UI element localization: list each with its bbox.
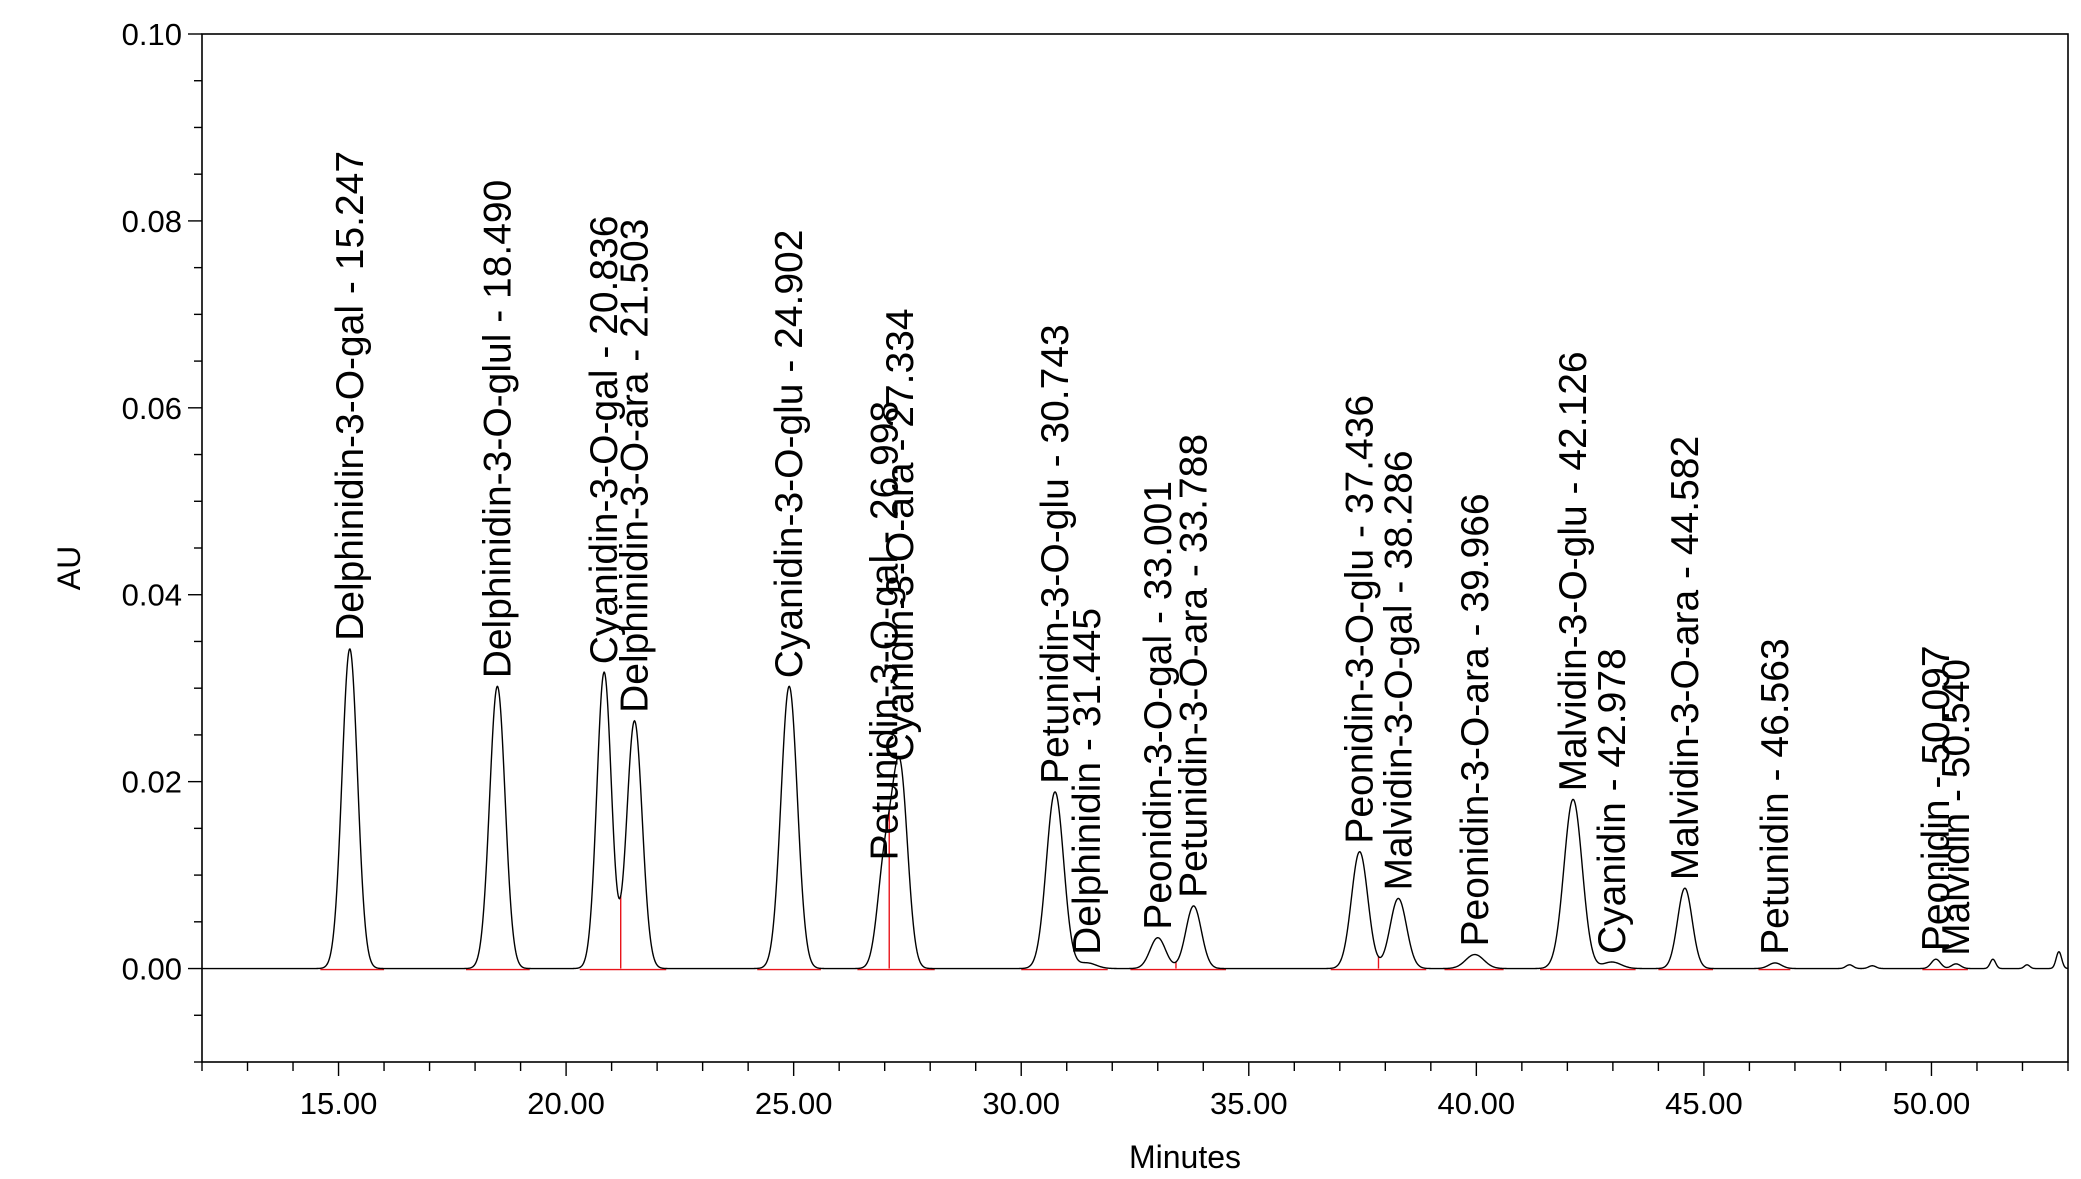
y-tick-label: 0.06 xyxy=(122,391,182,426)
peak-label: Delphinidin - 31.445 xyxy=(1066,608,1109,955)
y-tick-label: 0.04 xyxy=(122,578,182,613)
integration-baselines xyxy=(320,809,1968,971)
x-tick-label: 50.00 xyxy=(1893,1086,1971,1121)
peak-label: Petunidin - 46.563 xyxy=(1754,638,1797,955)
y-tick-label: 0.00 xyxy=(122,952,182,987)
peak-label: Malvidin-3-O-glu - 42.126 xyxy=(1552,351,1595,791)
y-tick-label: 0.10 xyxy=(122,17,182,52)
peak-label: Cyanidin - 42.978 xyxy=(1591,648,1634,954)
peak-label: Delphinidin-3-O-gal - 15.247 xyxy=(329,151,372,641)
x-tick-label: 20.00 xyxy=(527,1086,605,1121)
x-axis: 15.00 20.00 25.00 30.00 35.00 40.00 45.00 50.00 xyxy=(201,1062,2069,1121)
peak-label: Peonidin-3-O-ara - 39.966 xyxy=(1454,493,1497,946)
peak-label: Cyanidin-3-O-glu - 24.902 xyxy=(768,230,811,679)
peak-label: Peonidin-3-O-gal - 33.001 xyxy=(1137,481,1180,930)
peak-label: Peonidin - 50.097 xyxy=(1915,645,1958,951)
x-tick-label: 15.00 xyxy=(300,1086,378,1121)
peak-label: Malvidin-3-O-gal - 38.286 xyxy=(1377,450,1420,890)
y-tick-label: 0.02 xyxy=(122,765,182,800)
peak-label: Peonidin-3-O-glu - 37.436 xyxy=(1339,395,1382,844)
x-tick-label: 25.00 xyxy=(755,1086,833,1121)
peak-label: Petunidin-3-O-glu - 30.743 xyxy=(1034,324,1077,784)
chromatogram-trace xyxy=(202,647,2069,970)
y-axis: 0.00 0.02 0.04 0.06 0.08 0.10 xyxy=(122,17,202,1063)
plot-area xyxy=(202,647,2069,971)
peak-label: Petunidin-3-O-ara - 33.788 xyxy=(1173,434,1216,898)
peak-label: Malvidin-3-O-ara - 44.582 xyxy=(1664,436,1707,880)
peak-label: Cyanidin-3-O-ara - 27.334 xyxy=(879,308,922,761)
peak-labels: Delphinidin-3-O-gal - 15.247 Delphinidin-… xyxy=(329,151,1978,956)
peak-label: Delphinidin-3-O-ara - 21.503 xyxy=(614,219,657,713)
peak-label: Delphinidin-3-O-glul - 18.490 xyxy=(476,180,519,679)
y-tick-label: 0.08 xyxy=(122,204,182,239)
peak-label: Petunidin-3-O-gal - 26.998 xyxy=(864,401,907,861)
x-tick-label: 40.00 xyxy=(1438,1086,1516,1121)
x-tick-label: 35.00 xyxy=(1210,1086,1288,1121)
peak-label: Cyanidin-3-O-gal - 20.836 xyxy=(583,216,626,665)
x-axis-label: Minutes xyxy=(1129,1139,1241,1175)
y-axis-label: AU xyxy=(51,546,87,590)
peak-label: Malvidin - 50.540 xyxy=(1935,659,1978,956)
x-tick-label: 30.00 xyxy=(982,1086,1060,1121)
x-tick-label: 45.00 xyxy=(1665,1086,1743,1121)
